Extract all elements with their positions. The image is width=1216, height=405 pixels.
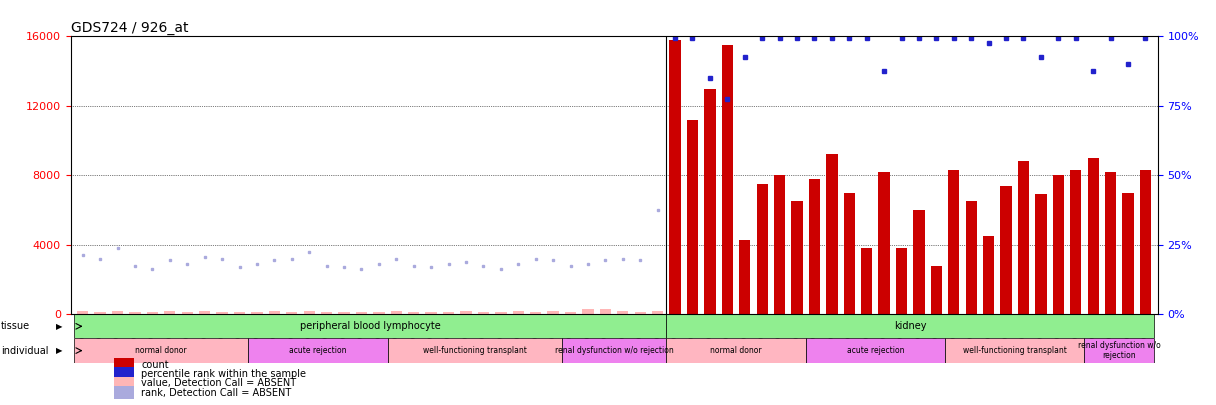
Bar: [599, 309, 610, 314]
Bar: [913, 210, 924, 314]
Bar: [1085, 339, 1154, 363]
Bar: [478, 312, 489, 314]
Bar: [806, 339, 945, 363]
Bar: [373, 311, 384, 314]
Bar: [304, 311, 315, 314]
Bar: [321, 312, 332, 314]
Bar: [582, 309, 593, 314]
Bar: [1105, 172, 1116, 314]
Bar: [896, 248, 907, 314]
Bar: [966, 201, 976, 314]
Text: peripheral blood lymphocyte: peripheral blood lymphocyte: [300, 321, 440, 331]
Bar: [233, 312, 246, 314]
Bar: [687, 120, 698, 314]
Bar: [669, 40, 681, 314]
Bar: [252, 312, 263, 314]
Bar: [95, 311, 106, 314]
Bar: [248, 339, 388, 363]
Bar: [513, 311, 524, 314]
Bar: [1018, 162, 1029, 314]
Bar: [739, 239, 750, 314]
Bar: [338, 312, 350, 314]
Bar: [495, 312, 507, 314]
Text: acute rejection: acute rejection: [846, 346, 905, 355]
Bar: [356, 312, 367, 314]
Bar: [114, 386, 134, 399]
Bar: [388, 339, 562, 363]
Bar: [286, 311, 298, 314]
Text: GDS724 / 926_at: GDS724 / 926_at: [71, 21, 188, 35]
Bar: [565, 312, 576, 314]
Bar: [756, 184, 767, 314]
Bar: [1139, 170, 1152, 314]
Bar: [216, 311, 227, 314]
Bar: [704, 89, 715, 314]
Bar: [1087, 158, 1099, 314]
Text: value, Detection Call = ABSENT: value, Detection Call = ABSENT: [141, 378, 297, 388]
Bar: [443, 312, 455, 314]
Bar: [618, 311, 629, 314]
Bar: [114, 377, 134, 390]
Bar: [181, 312, 193, 314]
Bar: [409, 312, 420, 314]
Bar: [945, 339, 1085, 363]
Bar: [1122, 193, 1133, 314]
Text: tissue: tissue: [1, 321, 30, 331]
Bar: [74, 314, 666, 339]
Text: kidney: kidney: [894, 321, 927, 331]
Text: normal donor: normal donor: [135, 346, 187, 355]
Bar: [1001, 186, 1012, 314]
Bar: [1053, 175, 1064, 314]
Bar: [666, 314, 1154, 339]
Bar: [269, 311, 280, 314]
Bar: [547, 311, 559, 314]
Text: percentile rank within the sample: percentile rank within the sample: [141, 369, 306, 379]
Bar: [112, 311, 123, 314]
Bar: [147, 312, 158, 314]
Text: count: count: [141, 360, 169, 370]
Bar: [114, 358, 134, 371]
Bar: [861, 248, 872, 314]
Bar: [114, 367, 134, 381]
Bar: [878, 172, 890, 314]
Bar: [199, 311, 210, 314]
Text: well-functioning transplant: well-functioning transplant: [423, 346, 527, 355]
Text: well-functioning transplant: well-functioning transplant: [963, 346, 1066, 355]
Text: normal donor: normal donor: [710, 346, 762, 355]
Bar: [426, 311, 437, 314]
Bar: [77, 311, 89, 314]
Bar: [930, 266, 942, 314]
Bar: [826, 154, 838, 314]
Text: renal dysfunction w/o
rejection: renal dysfunction w/o rejection: [1077, 341, 1161, 360]
Bar: [844, 193, 855, 314]
Bar: [792, 201, 803, 314]
Bar: [74, 339, 248, 363]
Bar: [1035, 194, 1047, 314]
Bar: [164, 311, 175, 314]
Bar: [666, 339, 806, 363]
Text: ▶: ▶: [56, 322, 62, 331]
Bar: [461, 311, 472, 314]
Text: acute rejection: acute rejection: [289, 346, 347, 355]
Bar: [530, 311, 541, 314]
Bar: [562, 339, 666, 363]
Bar: [983, 236, 995, 314]
Bar: [635, 312, 646, 314]
Bar: [652, 311, 663, 314]
Bar: [721, 45, 733, 314]
Bar: [129, 312, 141, 314]
Bar: [390, 311, 402, 314]
Bar: [809, 179, 820, 314]
Bar: [773, 175, 786, 314]
Bar: [1070, 170, 1081, 314]
Text: rank, Detection Call = ABSENT: rank, Detection Call = ABSENT: [141, 388, 292, 398]
Text: renal dysfunction w/o rejection: renal dysfunction w/o rejection: [554, 346, 674, 355]
Text: ▶: ▶: [56, 346, 62, 355]
Bar: [948, 170, 959, 314]
Text: individual: individual: [1, 345, 49, 356]
